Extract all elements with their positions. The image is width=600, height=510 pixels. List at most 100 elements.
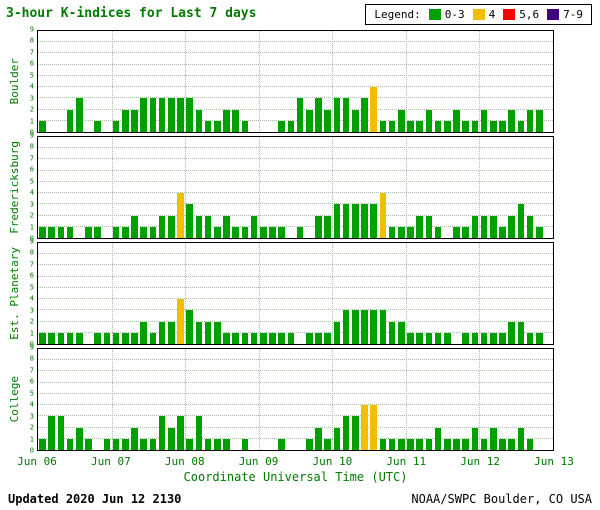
y-tick-label: 0 [29, 340, 34, 349]
k-bar [434, 226, 442, 238]
k-bar [39, 226, 46, 238]
v-gridline [185, 137, 187, 238]
x-tick-label: Jun 07 [90, 455, 131, 468]
k-bar [48, 226, 56, 238]
x-tick-label: Jun 06 [17, 455, 57, 468]
k-bar [223, 109, 230, 132]
v-gridline [479, 31, 481, 132]
k-bar [315, 215, 322, 238]
h-gridline [38, 119, 553, 121]
k-bar [361, 310, 368, 344]
k-bar [416, 332, 423, 344]
k-bar [278, 120, 285, 132]
v-gridline [405, 137, 407, 238]
y-tick-label: 8 [29, 142, 34, 151]
k-bar [57, 226, 65, 238]
k-bar [508, 215, 515, 238]
k-bar [177, 416, 184, 450]
k-bar [471, 215, 479, 238]
k-bar [407, 120, 414, 132]
k-bar [66, 109, 74, 132]
k-bar [407, 332, 414, 344]
k-bar [278, 438, 285, 450]
panel-college: College 0 1 2 3 4 5 6 7 8 9 [6, 343, 594, 454]
y-tick-label: 8 [29, 248, 34, 257]
k-bar [204, 120, 212, 132]
k-bar [471, 120, 479, 132]
k-bar [351, 416, 359, 450]
h-gridline [38, 298, 553, 300]
k-bar [434, 427, 442, 450]
updated-label: Updated [8, 492, 59, 506]
h-gridline [38, 41, 553, 43]
v-gridline [111, 31, 113, 132]
k-bar [453, 438, 460, 450]
v-gridline [479, 243, 481, 344]
x-tick-label: Jun 12 [460, 455, 501, 468]
k-bar [131, 427, 138, 450]
k-bar [57, 416, 65, 450]
k-bar [131, 332, 138, 344]
h-gridline [38, 214, 553, 216]
k-bar [168, 427, 175, 450]
legend-swatch-2 [503, 9, 516, 20]
x-tick-label: Jun 11 [386, 455, 427, 468]
v-gridline [258, 349, 260, 450]
k-bar [388, 120, 396, 132]
h-gridline [38, 74, 553, 76]
v-gridline [332, 137, 334, 238]
legend-swatch-0 [428, 9, 441, 20]
v-gridline [332, 243, 334, 344]
y-tick-label: 1 [29, 117, 34, 126]
k-bar [416, 215, 423, 238]
h-gridline [38, 320, 553, 322]
k-bar [278, 226, 285, 238]
y-tick-label: 3 [29, 94, 34, 103]
station-label: Est. Planetary [7, 247, 21, 340]
y-tick-label: 3 [29, 412, 34, 421]
v-gridline [405, 243, 407, 344]
y-tick-label: 9 [29, 343, 34, 352]
k-bar [462, 332, 469, 344]
k-bar [149, 438, 157, 450]
k-bar [204, 438, 212, 450]
k-bar [370, 204, 377, 238]
y-tick-label: 6 [29, 165, 34, 174]
h-gridline [38, 192, 553, 194]
k-bar [499, 438, 506, 450]
plot-area [37, 136, 554, 239]
k-bar [508, 438, 515, 450]
legend-swatch-1 [472, 9, 485, 20]
k-bar [388, 226, 396, 238]
k-bar [443, 120, 451, 132]
k-bar [122, 109, 129, 132]
k-bar [214, 438, 221, 450]
legend-label-5-6: 5,6 [519, 8, 540, 21]
y-tick-label: 9 [29, 131, 34, 140]
k-bar [85, 226, 92, 238]
k-bar [453, 226, 460, 238]
panel-est-planetary: Est. Planetary 0 1 2 3 4 5 6 7 8 9 [6, 238, 594, 348]
k-bar [480, 332, 488, 344]
k-bar [379, 438, 387, 450]
k-bar [443, 332, 451, 344]
y-tick-label: 0 [29, 446, 34, 455]
updated-value: 2020 Jun 12 2130 [65, 492, 182, 506]
y-tick-label: 4 [29, 188, 34, 197]
k-bar [214, 226, 221, 238]
k-bar [112, 332, 120, 344]
k-bar [158, 321, 166, 344]
k-bar [287, 332, 295, 344]
k-bar [471, 332, 479, 344]
k-bar [140, 226, 148, 238]
legend-item-0-3: 0-3 [428, 8, 465, 21]
k-bar [480, 109, 488, 132]
y-tick-label: 1 [29, 435, 34, 444]
k-bar [499, 332, 506, 344]
k-bar [66, 438, 74, 450]
y-tick-label: 7 [29, 260, 34, 269]
k-bar [315, 332, 322, 344]
h-gridline [38, 404, 553, 406]
k-bar [131, 109, 138, 132]
